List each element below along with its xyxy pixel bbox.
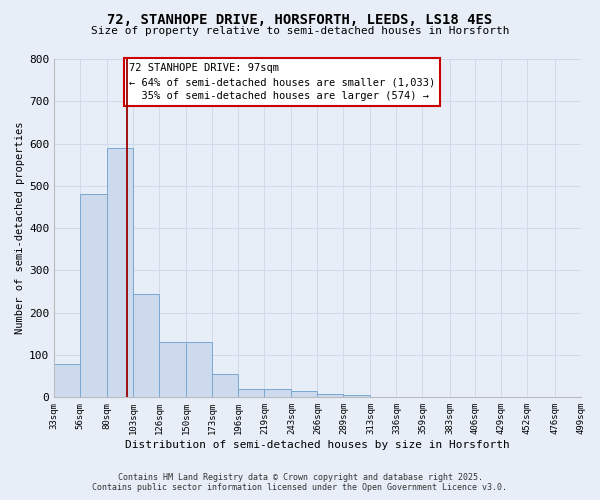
Bar bbox=[159, 342, 187, 398]
Bar bbox=[80, 194, 107, 398]
Bar bbox=[317, 394, 343, 398]
Bar bbox=[265, 389, 292, 398]
Text: Contains HM Land Registry data © Crown copyright and database right 2025.
Contai: Contains HM Land Registry data © Crown c… bbox=[92, 473, 508, 492]
Text: 72, STANHOPE DRIVE, HORSFORTH, LEEDS, LS18 4ES: 72, STANHOPE DRIVE, HORSFORTH, LEEDS, LS… bbox=[107, 12, 493, 26]
Bar bbox=[107, 148, 133, 398]
Text: 72 STANHOPE DRIVE: 97sqm
← 64% of semi-detached houses are smaller (1,033)
  35%: 72 STANHOPE DRIVE: 97sqm ← 64% of semi-d… bbox=[129, 63, 435, 101]
Bar bbox=[187, 342, 212, 398]
Bar bbox=[343, 395, 370, 398]
Y-axis label: Number of semi-detached properties: Number of semi-detached properties bbox=[15, 122, 25, 334]
Bar bbox=[54, 364, 80, 398]
X-axis label: Distribution of semi-detached houses by size in Horsforth: Distribution of semi-detached houses by … bbox=[125, 440, 510, 450]
Bar bbox=[133, 294, 159, 398]
Text: Size of property relative to semi-detached houses in Horsforth: Size of property relative to semi-detach… bbox=[91, 26, 509, 36]
Bar bbox=[238, 389, 265, 398]
Bar bbox=[292, 391, 317, 398]
Bar bbox=[212, 374, 238, 398]
